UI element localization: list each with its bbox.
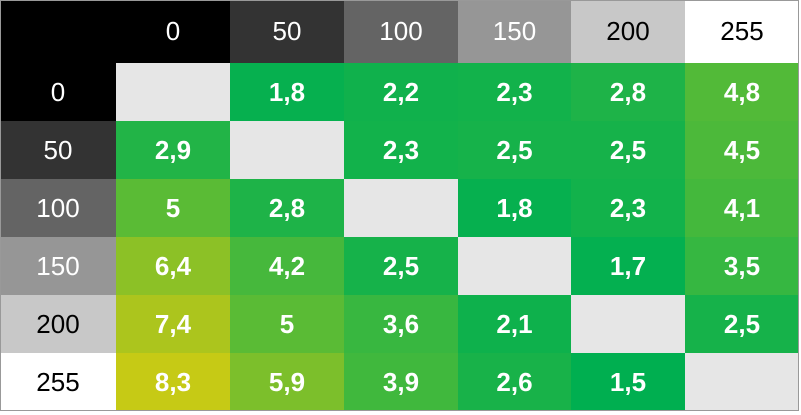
row-header: 0 <box>0 63 116 121</box>
empty-cell <box>344 179 458 237</box>
value-cell: 2,2 <box>344 63 458 121</box>
row-header: 200 <box>0 295 116 353</box>
value-cell: 2,5 <box>458 121 571 179</box>
value-cell: 8,3 <box>116 353 230 411</box>
value-cell: 1,8 <box>458 179 571 237</box>
column-header: 255 <box>685 0 799 63</box>
column-header: 150 <box>458 0 571 63</box>
value-cell: 2,5 <box>571 121 685 179</box>
value-cell: 4,5 <box>685 121 799 179</box>
value-cell: 1,5 <box>571 353 685 411</box>
empty-cell <box>458 237 571 295</box>
value-cell: 2,8 <box>571 63 685 121</box>
value-cell: 3,9 <box>344 353 458 411</box>
row-header: 100 <box>0 179 116 237</box>
value-cell: 2,9 <box>116 121 230 179</box>
value-cell: 2,3 <box>458 63 571 121</box>
value-cell: 4,1 <box>685 179 799 237</box>
row-header: 50 <box>0 121 116 179</box>
value-cell: 2,1 <box>458 295 571 353</box>
column-header: 0 <box>116 0 230 63</box>
value-cell: 1,8 <box>230 63 344 121</box>
value-cell: 2,3 <box>344 121 458 179</box>
value-cell: 5 <box>116 179 230 237</box>
row-header: 255 <box>0 353 116 411</box>
column-header: 100 <box>344 0 458 63</box>
corner-cell <box>0 0 116 63</box>
value-cell: 5,9 <box>230 353 344 411</box>
value-cell: 2,6 <box>458 353 571 411</box>
value-cell: 1,7 <box>571 237 685 295</box>
value-cell: 4,8 <box>685 63 799 121</box>
value-cell: 2,3 <box>571 179 685 237</box>
empty-cell <box>685 353 799 411</box>
value-cell: 2,8 <box>230 179 344 237</box>
empty-cell <box>116 63 230 121</box>
empty-cell <box>230 121 344 179</box>
value-cell: 6,4 <box>116 237 230 295</box>
value-cell: 2,5 <box>685 295 799 353</box>
value-cell: 4,2 <box>230 237 344 295</box>
row-header: 150 <box>0 237 116 295</box>
column-header: 50 <box>230 0 344 63</box>
value-cell: 3,6 <box>344 295 458 353</box>
value-cell: 3,5 <box>685 237 799 295</box>
value-cell: 7,4 <box>116 295 230 353</box>
value-cell: 2,5 <box>344 237 458 295</box>
value-cell: 5 <box>230 295 344 353</box>
column-header: 200 <box>571 0 685 63</box>
empty-cell <box>571 295 685 353</box>
